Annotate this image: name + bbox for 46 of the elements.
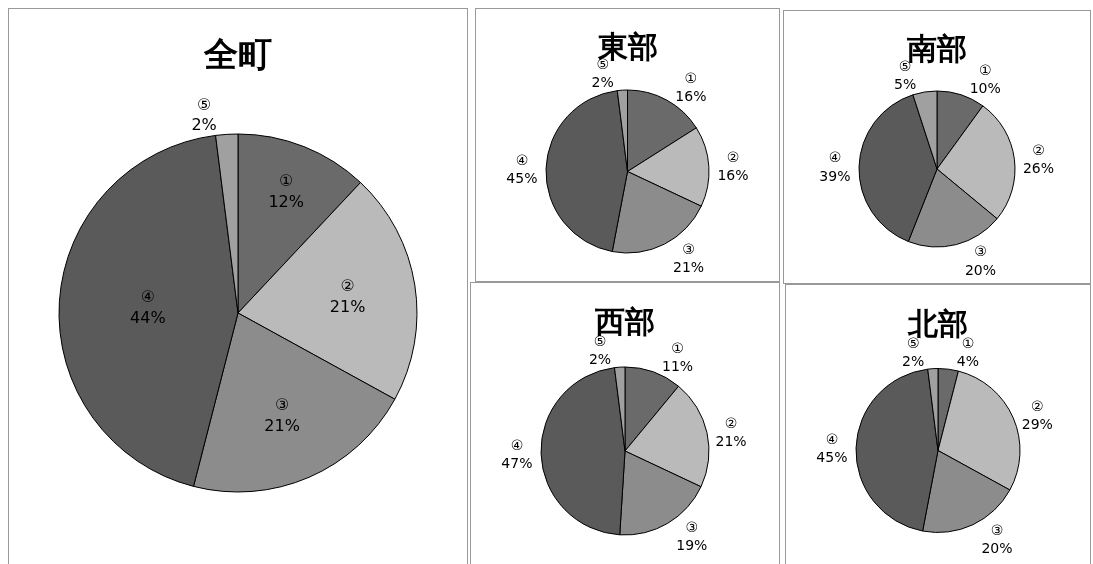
data-label: 2% (902, 352, 925, 369)
chart-title: 全町 (203, 34, 272, 75)
data-label: 21% (329, 296, 366, 316)
data-label: 5% (894, 76, 917, 93)
slice-label: ④ (140, 287, 156, 307)
data-label: 45% (816, 449, 848, 466)
slice-label: ③ (974, 243, 987, 260)
slice-label: ③ (274, 394, 290, 414)
data-label: 2% (591, 74, 614, 91)
slice-label: ① (978, 62, 992, 79)
data-label: 10% (969, 80, 1001, 97)
slice-label: ② (1032, 141, 1045, 158)
data-label: 16% (717, 167, 749, 184)
slice-label: ② (726, 149, 740, 166)
data-label: 44% (130, 308, 166, 328)
data-label: 21% (715, 432, 747, 449)
data-label: 21% (673, 258, 705, 275)
data-label: 20% (981, 539, 1013, 556)
data-label: 29% (1021, 416, 1053, 433)
slice-label: ④ (825, 430, 839, 447)
data-label: 11% (662, 357, 694, 374)
data-label: 2% (588, 351, 612, 368)
data-label: 20% (964, 261, 997, 278)
slice-label: ① (684, 69, 698, 86)
slice-label: ⑤ (196, 94, 212, 114)
slice-label: ④ (828, 149, 842, 166)
data-label: 2% (191, 115, 217, 135)
slice-label: ③ (990, 521, 1004, 538)
slice-label: ④ (515, 151, 529, 168)
data-label: 39% (819, 167, 851, 184)
slice-label: ③ (682, 240, 695, 257)
slice-label: ③ (685, 518, 699, 535)
data-label: 16% (675, 88, 707, 105)
slice-label: ① (278, 171, 294, 191)
slice-label: ② (724, 414, 738, 431)
data-label: 4% (956, 353, 980, 370)
data-label: 19% (676, 537, 708, 554)
slice-label: ② (340, 275, 355, 295)
slice-label: ① (671, 339, 684, 356)
data-label: 21% (264, 415, 300, 435)
slice-label: ④ (510, 436, 524, 453)
data-label: 12% (268, 192, 304, 212)
data-label: 26% (1022, 160, 1055, 177)
data-label: 47% (501, 454, 533, 471)
slice-label: ② (1031, 398, 1044, 415)
data-label: 45% (506, 170, 538, 187)
